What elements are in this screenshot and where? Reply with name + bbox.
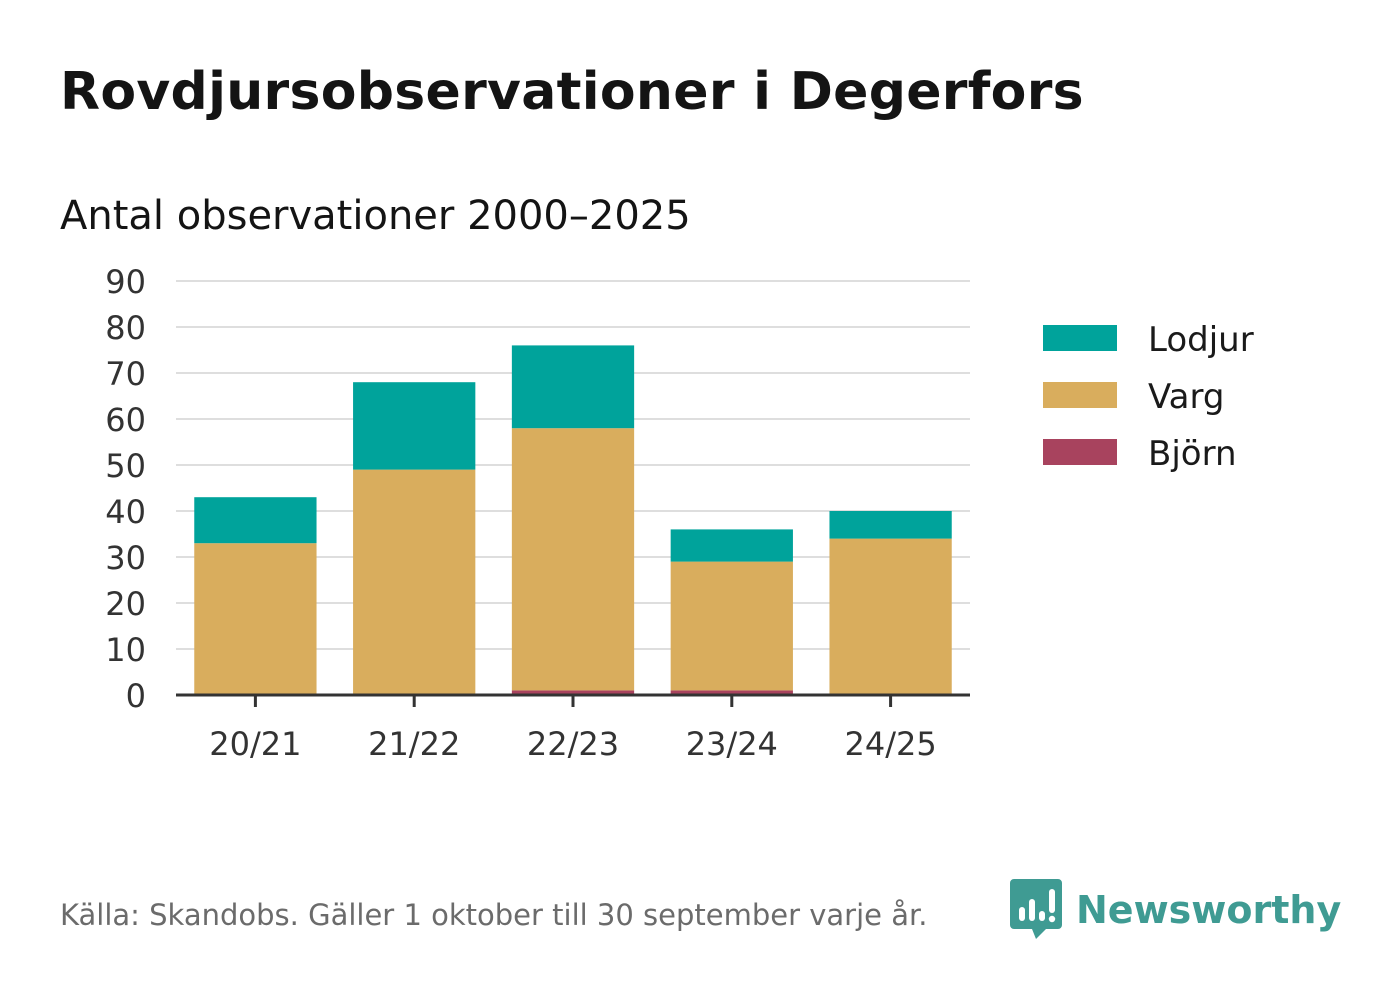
bar-lodjur-20-21[interactable] — [194, 497, 317, 544]
chart-subtitle: Antal observationer 2000–2025 — [60, 193, 691, 239]
x-tick-label: 23/24 — [686, 725, 778, 763]
y-tick-label: 40 — [105, 493, 146, 531]
legend-label-björn: Björn — [1148, 434, 1237, 474]
legend-swatch-varg — [1043, 382, 1117, 408]
y-axis-tick-labels: 0 10 20 30 40 50 60 70 80 90 — [105, 263, 146, 715]
y-tick-label: 70 — [105, 355, 146, 393]
bar-lodjur-23-24[interactable] — [670, 529, 793, 562]
brand-logo[interactable]: Newsworthy — [1010, 878, 1341, 942]
y-tick-label: 10 — [105, 631, 146, 669]
y-tick-label: 20 — [105, 585, 146, 623]
x-axis-tick-labels: 20/21 21/22 22/23 23/24 24/25 — [209, 725, 936, 763]
chart-title: Rovdjursobservationer i Degerfors — [60, 62, 1084, 122]
bar-varg-21-22[interactable] — [353, 469, 476, 695]
bar-varg-22-23[interactable] — [511, 428, 635, 691]
bar-varg-24-25[interactable] — [829, 538, 952, 695]
bar-björn-23-24[interactable] — [670, 690, 793, 695]
y-tick-label: 60 — [105, 401, 146, 439]
newsworthy-logo-icon — [1010, 879, 1062, 939]
bar-lodjur-22-23[interactable] — [511, 345, 635, 429]
x-tick-label: 20/21 — [209, 725, 301, 763]
y-tick-label: 80 — [105, 309, 146, 347]
y-tick-label: 90 — [105, 263, 146, 301]
x-tick-label: 24/25 — [844, 725, 936, 763]
y-tick-label: 0 — [126, 677, 146, 715]
legend: Lodjur Varg Björn — [1043, 320, 1254, 474]
y-tick-label: 30 — [105, 539, 146, 577]
source-note: Källa: Skandobs. Gäller 1 oktober till 3… — [60, 898, 928, 932]
bars — [194, 345, 952, 695]
x-tick-label: 21/22 — [368, 725, 460, 763]
y-tick-label: 50 — [105, 447, 146, 485]
brand-name: Newsworthy — [1076, 888, 1342, 932]
legend-label-lodjur: Lodjur — [1148, 320, 1254, 360]
x-tick-label: 22/23 — [527, 725, 619, 763]
legend-swatch-lodjur — [1043, 325, 1117, 351]
bar-lodjur-24-25[interactable] — [829, 511, 952, 539]
bar-lodjur-21-22[interactable] — [353, 382, 476, 470]
legend-label-varg: Varg — [1148, 377, 1224, 417]
x-axis — [176, 693, 970, 707]
bar-varg-23-24[interactable] — [670, 561, 793, 691]
bar-varg-20-21[interactable] — [194, 543, 317, 695]
bar-björn-22-23[interactable] — [511, 690, 635, 695]
legend-swatch-björn — [1043, 439, 1117, 465]
